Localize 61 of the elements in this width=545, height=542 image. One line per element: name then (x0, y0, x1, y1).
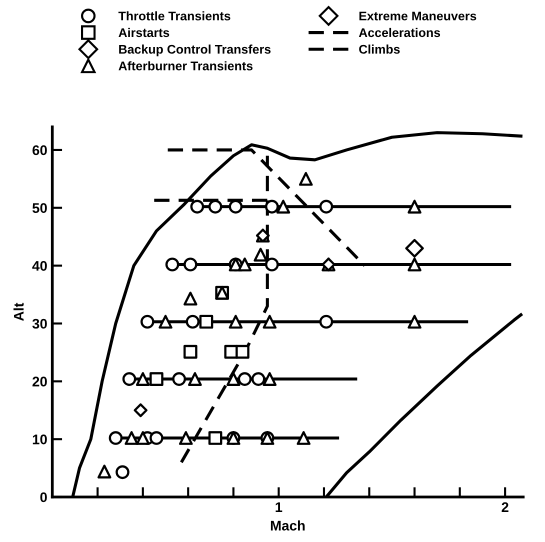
x-axis-title: Mach (270, 520, 305, 531)
point (186, 314, 200, 329)
point (296, 431, 311, 445)
point (408, 314, 422, 329)
point (408, 258, 422, 272)
y-tick-label: 30 (32, 318, 47, 329)
legend-label: Afterburner Transients (118, 61, 253, 70)
point (97, 464, 112, 478)
point (183, 344, 198, 359)
point (136, 431, 150, 445)
x-tick-label: 2 (502, 502, 508, 512)
point (183, 292, 198, 306)
point (183, 258, 198, 272)
point (319, 200, 334, 214)
point (124, 431, 138, 445)
point (122, 372, 136, 386)
y-tick-label: 50 (32, 203, 47, 213)
point (228, 200, 243, 214)
y-tick-label: 20 (32, 376, 47, 386)
legend-label: Accelerations (358, 28, 440, 38)
point (319, 314, 334, 329)
point (190, 200, 204, 214)
point (276, 200, 290, 214)
point (264, 258, 279, 272)
y-tick-label: 0 (40, 492, 47, 502)
point (408, 200, 422, 214)
point (172, 372, 186, 386)
point (165, 258, 180, 272)
point (254, 248, 268, 262)
point (208, 200, 222, 214)
point (238, 372, 252, 386)
point (108, 431, 123, 445)
point (262, 314, 277, 329)
point (264, 200, 279, 214)
point (405, 238, 424, 258)
point (236, 344, 250, 359)
point (262, 372, 277, 386)
point (150, 431, 164, 445)
y-tick-label: 60 (32, 145, 47, 156)
point (136, 372, 150, 386)
point (188, 372, 202, 386)
point (199, 314, 214, 329)
point (150, 372, 164, 386)
legend-label: Throttle Transients (118, 11, 230, 20)
point (116, 465, 130, 480)
point (208, 431, 222, 445)
legend-label: Airstarts (118, 28, 170, 38)
legend-label: Climbs (359, 44, 400, 54)
point (298, 172, 313, 186)
point (251, 372, 266, 386)
y-axis-title: Alt (14, 302, 24, 321)
y-tick-label: 10 (32, 434, 47, 444)
point (158, 314, 172, 329)
point (178, 431, 193, 445)
point (140, 314, 154, 329)
point (134, 403, 148, 418)
legend-label: Backup Control Transfers (119, 44, 271, 56)
legend-label: Extreme Maneuvers (359, 12, 476, 20)
y-tick-label: 40 (32, 260, 47, 271)
point (228, 314, 243, 329)
x-tick-label: 1 (276, 502, 282, 512)
